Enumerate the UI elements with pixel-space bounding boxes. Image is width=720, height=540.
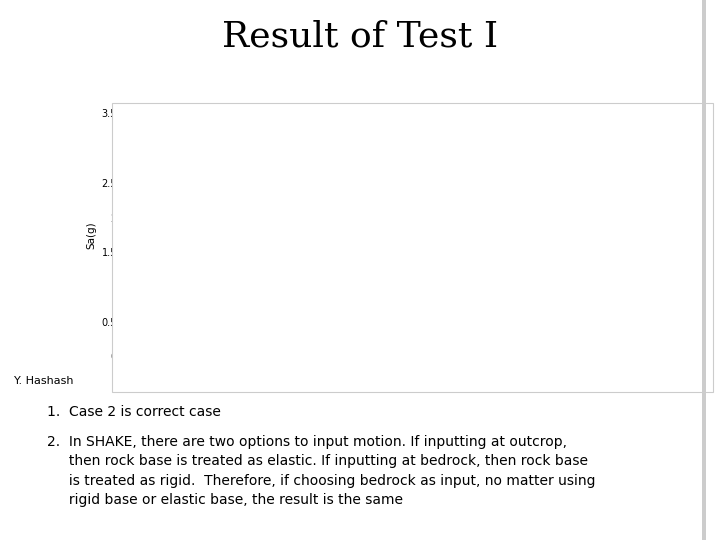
- Text: 2.  In SHAKE, there are two options to input motion. If inputting at outcrop,
  : 2. In SHAKE, there are two options to in…: [47, 435, 595, 507]
- Text: 1.  Case 2 is correct case: 1. Case 2 is correct case: [47, 405, 220, 419]
- Text: Result of Test I: Result of Test I: [222, 20, 498, 53]
- Text: Y. Hashash: Y. Hashash: [14, 376, 74, 386]
- Text: 3: 3: [357, 242, 367, 257]
- Text: Outcrop motion input at
bedrock+rigid
base(Frequency): Outcrop motion input at bedrock+rigid ba…: [500, 253, 604, 283]
- Text: 1: 1: [357, 144, 367, 159]
- Text: Outcrop motion input at
bedrock+elastic
base(Frequency): Outcrop motion input at bedrock+elastic …: [500, 321, 604, 351]
- Text: 2: 2: [357, 197, 367, 212]
- Text: Outcrop motion input at
outcrop+rigid base
(Frequency): Outcrop motion input at outcrop+rigid ba…: [500, 122, 604, 152]
- Y-axis label: Sa(g): Sa(g): [86, 221, 96, 249]
- X-axis label: Period(sec): Period(sec): [235, 381, 294, 391]
- Text: 4: 4: [357, 288, 367, 303]
- Text: Outcrop motion input at
outcrop+elastic
base(Frequency): Outcrop motion input at outcrop+elastic …: [500, 187, 604, 218]
